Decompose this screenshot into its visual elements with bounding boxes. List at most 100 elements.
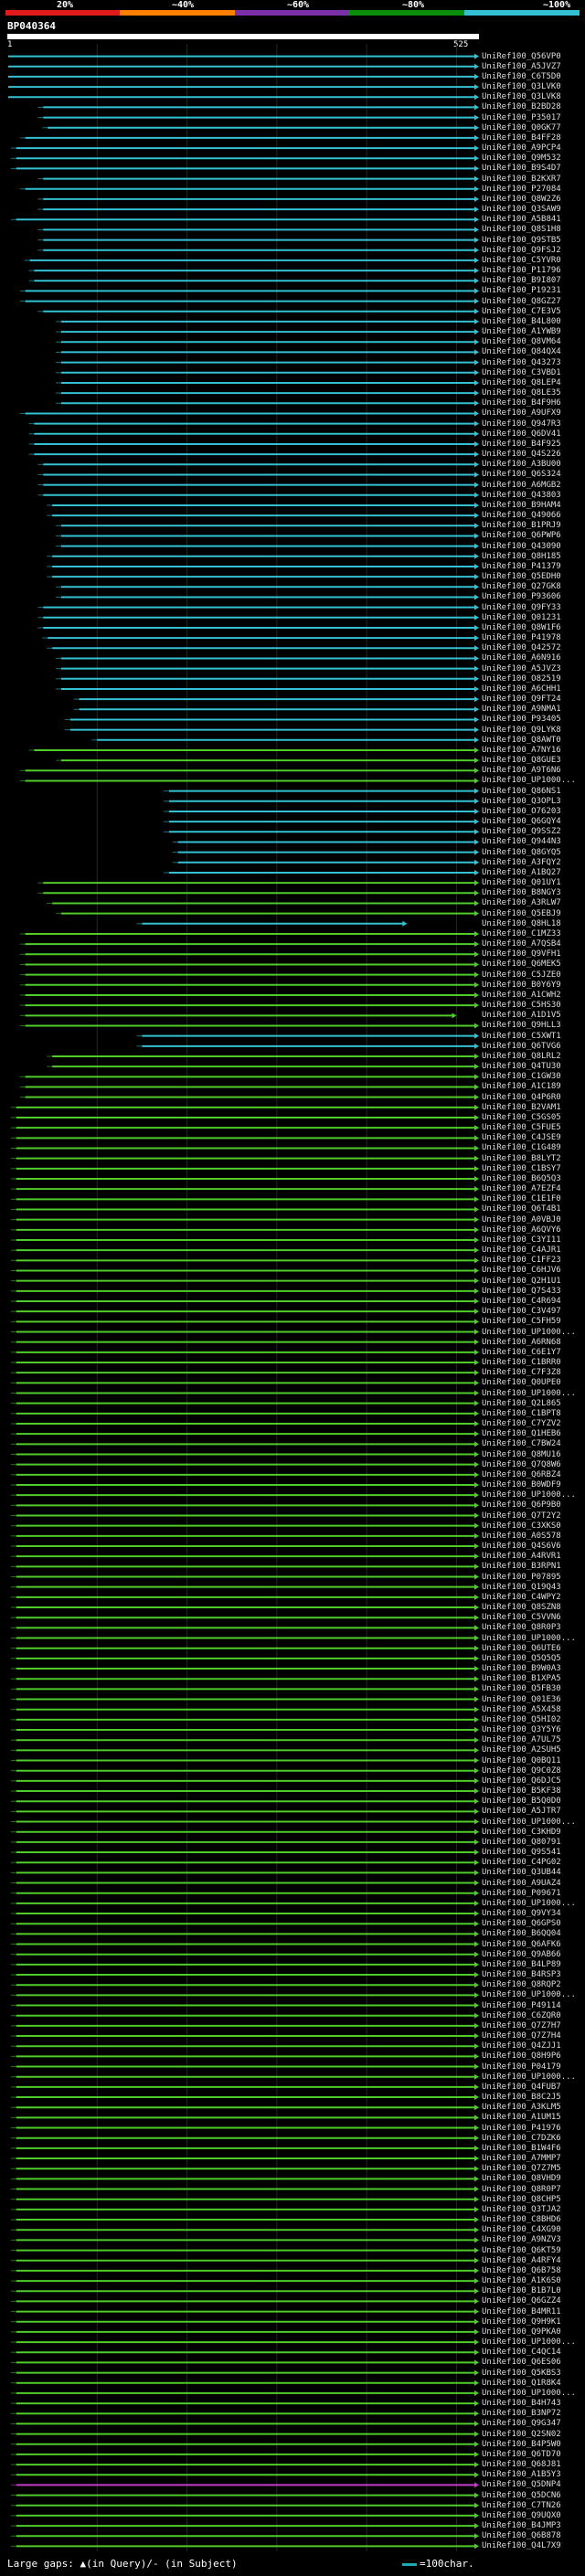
hit-label[interactable]: UniRef100_A4RFY4 [482,2255,561,2265]
hit-label[interactable]: UniRef100_C1BRR0 [482,1358,561,1367]
hit-label[interactable]: UniRef100_C1E1F0 [482,1194,561,1204]
hit-label[interactable]: UniRef100_A7QSB4 [482,939,561,949]
hit-label[interactable]: UniRef100_Q56VP0 [482,51,561,61]
hit-label[interactable]: UniRef100_C7F3Z8 [482,1368,561,1378]
hit-label[interactable]: UniRef100_A3KLM5 [482,2103,561,2113]
hit-label[interactable]: UniRef100_C7TN26 [482,2500,561,2510]
hit-label[interactable]: UniRef100_C5VVN6 [482,1613,561,1623]
hit-label[interactable]: UniRef100_Q3SAW9 [482,205,561,215]
hit-label[interactable]: UniRef100_UP1000... [482,1388,576,1398]
hit-label[interactable]: UniRef100_B3NP72 [482,2409,561,2419]
hit-label[interactable]: UniRef100_Q5EDH0 [482,572,561,582]
hit-label[interactable]: UniRef100_Q8R0P3 [482,1623,561,1633]
hit-label[interactable]: UniRef100_Q8RQP2 [482,1980,561,1990]
hit-label[interactable]: UniRef100_C4R694 [482,1297,561,1306]
hit-label[interactable]: UniRef100_C5FUE5 [482,1123,561,1133]
hit-label[interactable]: UniRef100_Q6GPS0 [482,1919,561,1929]
hit-label[interactable]: UniRef100_Q8H9P6 [482,2051,561,2062]
hit-label[interactable]: UniRef100_A9PCP4 [482,143,561,154]
hit-label[interactable]: UniRef100_Q8R0P7 [482,2184,561,2194]
hit-label[interactable]: UniRef100_Q6UTE6 [482,1643,561,1653]
hit-label[interactable]: UniRef100_A9T6N6 [482,766,561,776]
hit-label[interactable]: UniRef100_UP1000... [482,1990,576,2000]
hit-label[interactable]: UniRef100_Q42572 [482,643,561,653]
hit-label[interactable]: UniRef100_Q8AWT0 [482,735,561,745]
hit-label[interactable]: UniRef100_B8LYT2 [482,1153,561,1163]
hit-label[interactable]: UniRef100_Q3OPL3 [482,796,561,806]
hit-label[interactable]: UniRef100_Q9HLL3 [482,1021,561,1031]
hit-label[interactable]: UniRef100_A4RVR1 [482,1552,561,1562]
hit-label[interactable]: UniRef100_Q5DNP4 [482,2480,561,2490]
hit-label[interactable]: UniRef100_A1B5Y3 [482,2470,561,2480]
hit-label[interactable]: UniRef100_A7EZF4 [482,1184,561,1194]
hit-label[interactable]: UniRef100_A9UAZ4 [482,1878,561,1888]
hit-label[interactable]: UniRef100_Q1R8K4 [482,2378,561,2388]
hit-label[interactable]: UniRef100_P27084 [482,184,561,194]
hit-label[interactable]: UniRef100_C5GS05 [482,1112,561,1122]
hit-label[interactable]: UniRef100_C4JSE9 [482,1133,561,1143]
hit-label[interactable]: UniRef100_B4LP89 [482,1959,561,1969]
hit-label[interactable]: UniRef100_P41379 [482,561,561,571]
hit-label[interactable]: UniRef100_Q4S6V6 [482,1542,561,1552]
hit-label[interactable]: UniRef100_Q9PKA0 [482,2327,561,2337]
hit-label[interactable]: UniRef100_C3V497 [482,1307,561,1317]
hit-label[interactable]: UniRef100_C7YZV2 [482,1419,561,1428]
hit-label[interactable]: UniRef100_Q6S324 [482,470,561,480]
hit-label[interactable]: UniRef100_Q8H185 [482,551,561,561]
hit-label[interactable]: UniRef100_Q43803 [482,490,561,500]
hit-label[interactable]: UniRef100_Q6TD70 [482,2449,561,2459]
hit-label[interactable]: UniRef100_Q6T4B1 [482,1204,561,1214]
hit-label[interactable]: UniRef100_A7UL75 [482,1735,561,1745]
hit-label[interactable]: UniRef100_A3BU00 [482,460,561,470]
hit-label[interactable]: UniRef100_Q8GYQ5 [482,847,561,857]
hit-label[interactable]: UniRef100_Q1HEB6 [482,1429,561,1439]
hit-label[interactable]: UniRef100_C3XKS0 [482,1521,561,1531]
hit-label[interactable]: UniRef100_Q944N3 [482,837,561,847]
hit-label[interactable]: UniRef100_Q01UY1 [482,878,561,888]
hit-label[interactable]: UniRef100_Q6KT59 [482,2245,561,2255]
hit-label[interactable]: UniRef100_B1XPA5 [482,1674,561,1684]
hit-label[interactable]: UniRef100_A9NZV3 [482,2235,561,2245]
hit-label[interactable]: UniRef100_Q5FB30 [482,1684,561,1694]
hit-label[interactable]: UniRef100_B9W0A3 [482,1664,561,1674]
hit-label[interactable]: UniRef100_C6T5D0 [482,71,561,81]
hit-label[interactable]: UniRef100_C3KHD9 [482,1827,561,1837]
hit-label[interactable]: UniRef100_Q947R3 [482,419,561,429]
hit-label[interactable]: UniRef100_B9S4D7 [482,164,561,174]
hit-label[interactable]: UniRef100_C1GW30 [482,1072,561,1082]
hit-label[interactable]: UniRef100_C4WPY2 [482,1592,561,1602]
hit-label[interactable]: UniRef100_B1PRJ9 [482,521,561,531]
hit-label[interactable]: UniRef100_Q9M532 [482,154,561,164]
hit-label[interactable]: UniRef100_C7DZK6 [482,2133,561,2143]
hit-label[interactable]: UniRef100_Q9C0Z8 [482,1765,561,1776]
hit-label[interactable]: UniRef100_Q84QX4 [482,347,561,357]
hit-label[interactable]: UniRef100_Q5EBJ9 [482,908,561,918]
hit-label[interactable]: UniRef100_Q6P9B0 [482,1500,561,1511]
hit-label[interactable]: UniRef100_A7MMP7 [482,2154,561,2164]
hit-label[interactable]: UniRef100_Q8VM64 [482,337,561,347]
hit-label[interactable]: UniRef100_Q6MEK5 [482,959,561,970]
hit-label[interactable]: UniRef100_Q9STB5 [482,235,561,245]
hit-label[interactable]: UniRef100_C4PG02 [482,1858,561,1868]
hit-label[interactable]: UniRef100_Q9UQX0 [482,2510,561,2520]
hit-label[interactable]: UniRef100_A6MGB2 [482,480,561,490]
hit-label[interactable]: UniRef100_B0Y6Y9 [482,980,561,990]
hit-label[interactable]: UniRef100_Q9AB66 [482,1949,561,1959]
hit-label[interactable]: UniRef100_B2KXR7 [482,174,561,184]
hit-label[interactable]: UniRef100_P93405 [482,715,561,725]
hit-label[interactable]: UniRef100_Q6B878 [482,2531,561,2541]
hit-label[interactable]: UniRef100_A3RLW7 [482,898,561,908]
hit-label[interactable]: UniRef100_Q43090 [482,541,561,551]
hit-label[interactable]: UniRef100_Q43273 [482,357,561,367]
hit-label[interactable]: UniRef100_B4L800 [482,316,561,326]
hit-label[interactable]: UniRef100_A2SUH5 [482,1745,561,1755]
hit-label[interactable]: UniRef100_Q9FSJ2 [482,245,561,255]
hit-label[interactable]: UniRef100_Q4FUB7 [482,2082,561,2092]
hit-label[interactable]: UniRef100_Q5DCN6 [482,2490,561,2500]
hit-label[interactable]: UniRef100_B9I807 [482,276,561,286]
hit-label[interactable]: UniRef100_A7NY16 [482,745,561,755]
hit-label[interactable]: UniRef100_B8NGY3 [482,888,561,898]
hit-label[interactable]: UniRef100_B4MR11 [482,2306,561,2316]
hit-label[interactable]: UniRef100_Q3TJA2 [482,2204,561,2214]
hit-label[interactable]: UniRef100_B2VAM1 [482,1102,561,1112]
